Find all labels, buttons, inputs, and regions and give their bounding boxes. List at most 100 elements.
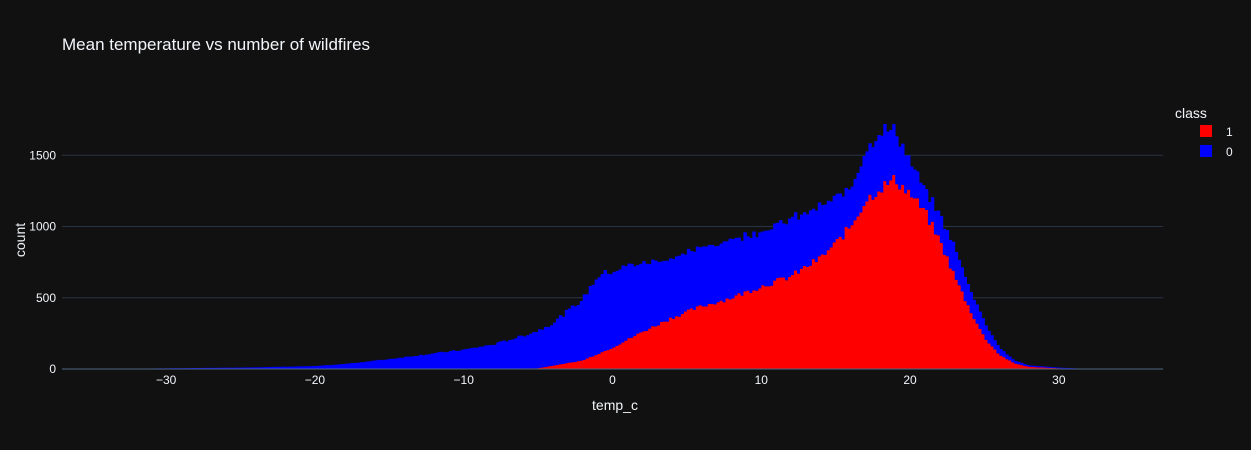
- bar-class-0[interactable]: [695, 246, 700, 307]
- bar-class-0[interactable]: [350, 362, 355, 369]
- bar-class-0[interactable]: [930, 197, 935, 222]
- bar-class-1[interactable]: [993, 349, 997, 369]
- bar-class-1[interactable]: [728, 299, 732, 369]
- bar-class-1[interactable]: [695, 306, 700, 369]
- bar-class-1[interactable]: [648, 328, 652, 369]
- bar-class-0[interactable]: [207, 367, 212, 369]
- bar-class-0[interactable]: [743, 232, 747, 292]
- bar-class-1[interactable]: [987, 343, 991, 369]
- bar-class-0[interactable]: [698, 247, 703, 306]
- bar-class-1[interactable]: [725, 298, 729, 369]
- bar-class-0[interactable]: [463, 349, 468, 369]
- bar-class-0[interactable]: [802, 212, 807, 266]
- bar-class-1[interactable]: [939, 242, 944, 369]
- bar-class-0[interactable]: [258, 367, 262, 369]
- bar-class-0[interactable]: [192, 367, 197, 369]
- bar-class-1[interactable]: [782, 277, 786, 369]
- bar-class-1[interactable]: [990, 346, 994, 369]
- bar-class-0[interactable]: [478, 346, 482, 369]
- bar-class-1[interactable]: [683, 311, 688, 369]
- bar-class-1[interactable]: [636, 333, 640, 369]
- bar-class-0[interactable]: [663, 260, 667, 322]
- bar-class-0[interactable]: [1020, 362, 1024, 366]
- bar-class-0[interactable]: [799, 214, 804, 269]
- bar-class-1[interactable]: [901, 184, 905, 369]
- legend-item-0[interactable]: 0: [1200, 145, 1233, 159]
- bar-class-0[interactable]: [933, 211, 938, 235]
- bar-class-0[interactable]: [368, 361, 372, 369]
- bar-class-0[interactable]: [374, 360, 378, 369]
- bar-class-0[interactable]: [832, 195, 837, 243]
- bar-class-0[interactable]: [276, 366, 280, 369]
- bar-class-0[interactable]: [636, 265, 640, 334]
- bar-class-0[interactable]: [841, 196, 846, 240]
- bar-class-0[interactable]: [764, 230, 768, 287]
- bar-class-0[interactable]: [749, 238, 753, 293]
- bar-class-0[interactable]: [597, 277, 601, 354]
- bar-class-0[interactable]: [362, 362, 366, 369]
- bar-class-0[interactable]: [731, 239, 735, 299]
- bar-class-0[interactable]: [353, 363, 357, 369]
- bar-class-0[interactable]: [481, 346, 485, 369]
- bar-class-0[interactable]: [255, 367, 259, 369]
- bar-class-0[interactable]: [303, 366, 307, 369]
- bar-class-0[interactable]: [291, 366, 295, 369]
- bar-class-0[interactable]: [633, 266, 637, 336]
- bar-class-0[interactable]: [448, 351, 453, 369]
- bar-class-0[interactable]: [347, 363, 352, 369]
- bar-class-0[interactable]: [758, 232, 762, 289]
- bar-class-0[interactable]: [243, 367, 247, 369]
- bar-class-1[interactable]: [811, 259, 816, 369]
- bar-class-0[interactable]: [279, 366, 283, 369]
- bar-class-1[interactable]: [1040, 367, 1045, 369]
- bar-class-0[interactable]: [826, 200, 831, 251]
- bar-class-1[interactable]: [981, 334, 985, 369]
- bar-class-0[interactable]: [326, 365, 331, 369]
- bar-class-0[interactable]: [791, 216, 795, 275]
- bar-class-0[interactable]: [261, 367, 265, 369]
- bar-class-1[interactable]: [945, 256, 950, 369]
- bar-class-0[interactable]: [621, 265, 625, 343]
- bar-class-1[interactable]: [877, 191, 881, 369]
- bar-class-0[interactable]: [433, 352, 438, 369]
- bar-class-0[interactable]: [713, 246, 718, 305]
- bar-class-1[interactable]: [826, 250, 831, 369]
- bar-class-0[interactable]: [722, 241, 726, 303]
- bar-class-0[interactable]: [850, 186, 854, 226]
- bar-class-1[interactable]: [755, 290, 759, 369]
- bar-class-0[interactable]: [550, 325, 554, 366]
- bar-class-0[interactable]: [285, 366, 289, 369]
- bar-class-1[interactable]: [817, 256, 822, 369]
- bar-class-1[interactable]: [823, 254, 828, 369]
- bar-class-0[interactable]: [871, 147, 875, 200]
- bar-class-0[interactable]: [677, 255, 682, 317]
- bar-class-1[interactable]: [761, 285, 765, 369]
- bar-class-0[interactable]: [428, 354, 432, 369]
- bar-class-0[interactable]: [442, 352, 447, 369]
- bar-class-0[interactable]: [948, 239, 953, 269]
- bar-class-1[interactable]: [1043, 367, 1048, 369]
- bar-class-0[interactable]: [249, 367, 253, 369]
- bar-class-1[interactable]: [743, 291, 747, 369]
- bar-class-1[interactable]: [886, 184, 890, 369]
- bar-class-1[interactable]: [960, 291, 965, 369]
- bar-class-0[interactable]: [538, 329, 542, 369]
- bar-class-0[interactable]: [761, 231, 765, 286]
- bar-class-0[interactable]: [579, 300, 584, 361]
- bar-class-0[interactable]: [552, 322, 557, 366]
- bar-class-0[interactable]: [779, 220, 783, 278]
- bar-class-1[interactable]: [1005, 359, 1009, 369]
- bar-class-1[interactable]: [978, 328, 982, 369]
- bar-class-0[interactable]: [880, 135, 884, 193]
- bar-class-0[interactable]: [469, 348, 474, 369]
- bar-class-0[interactable]: [252, 367, 256, 369]
- bar-class-0[interactable]: [564, 309, 569, 364]
- bar-class-0[interactable]: [306, 366, 310, 369]
- bar-class-0[interactable]: [811, 208, 816, 260]
- bar-class-1[interactable]: [871, 199, 875, 369]
- bar-class-0[interactable]: [868, 143, 872, 195]
- bar-class-0[interactable]: [591, 284, 596, 357]
- bar-class-0[interactable]: [499, 341, 503, 369]
- bar-class-0[interactable]: [874, 141, 878, 197]
- bar-class-0[interactable]: [1052, 367, 1057, 369]
